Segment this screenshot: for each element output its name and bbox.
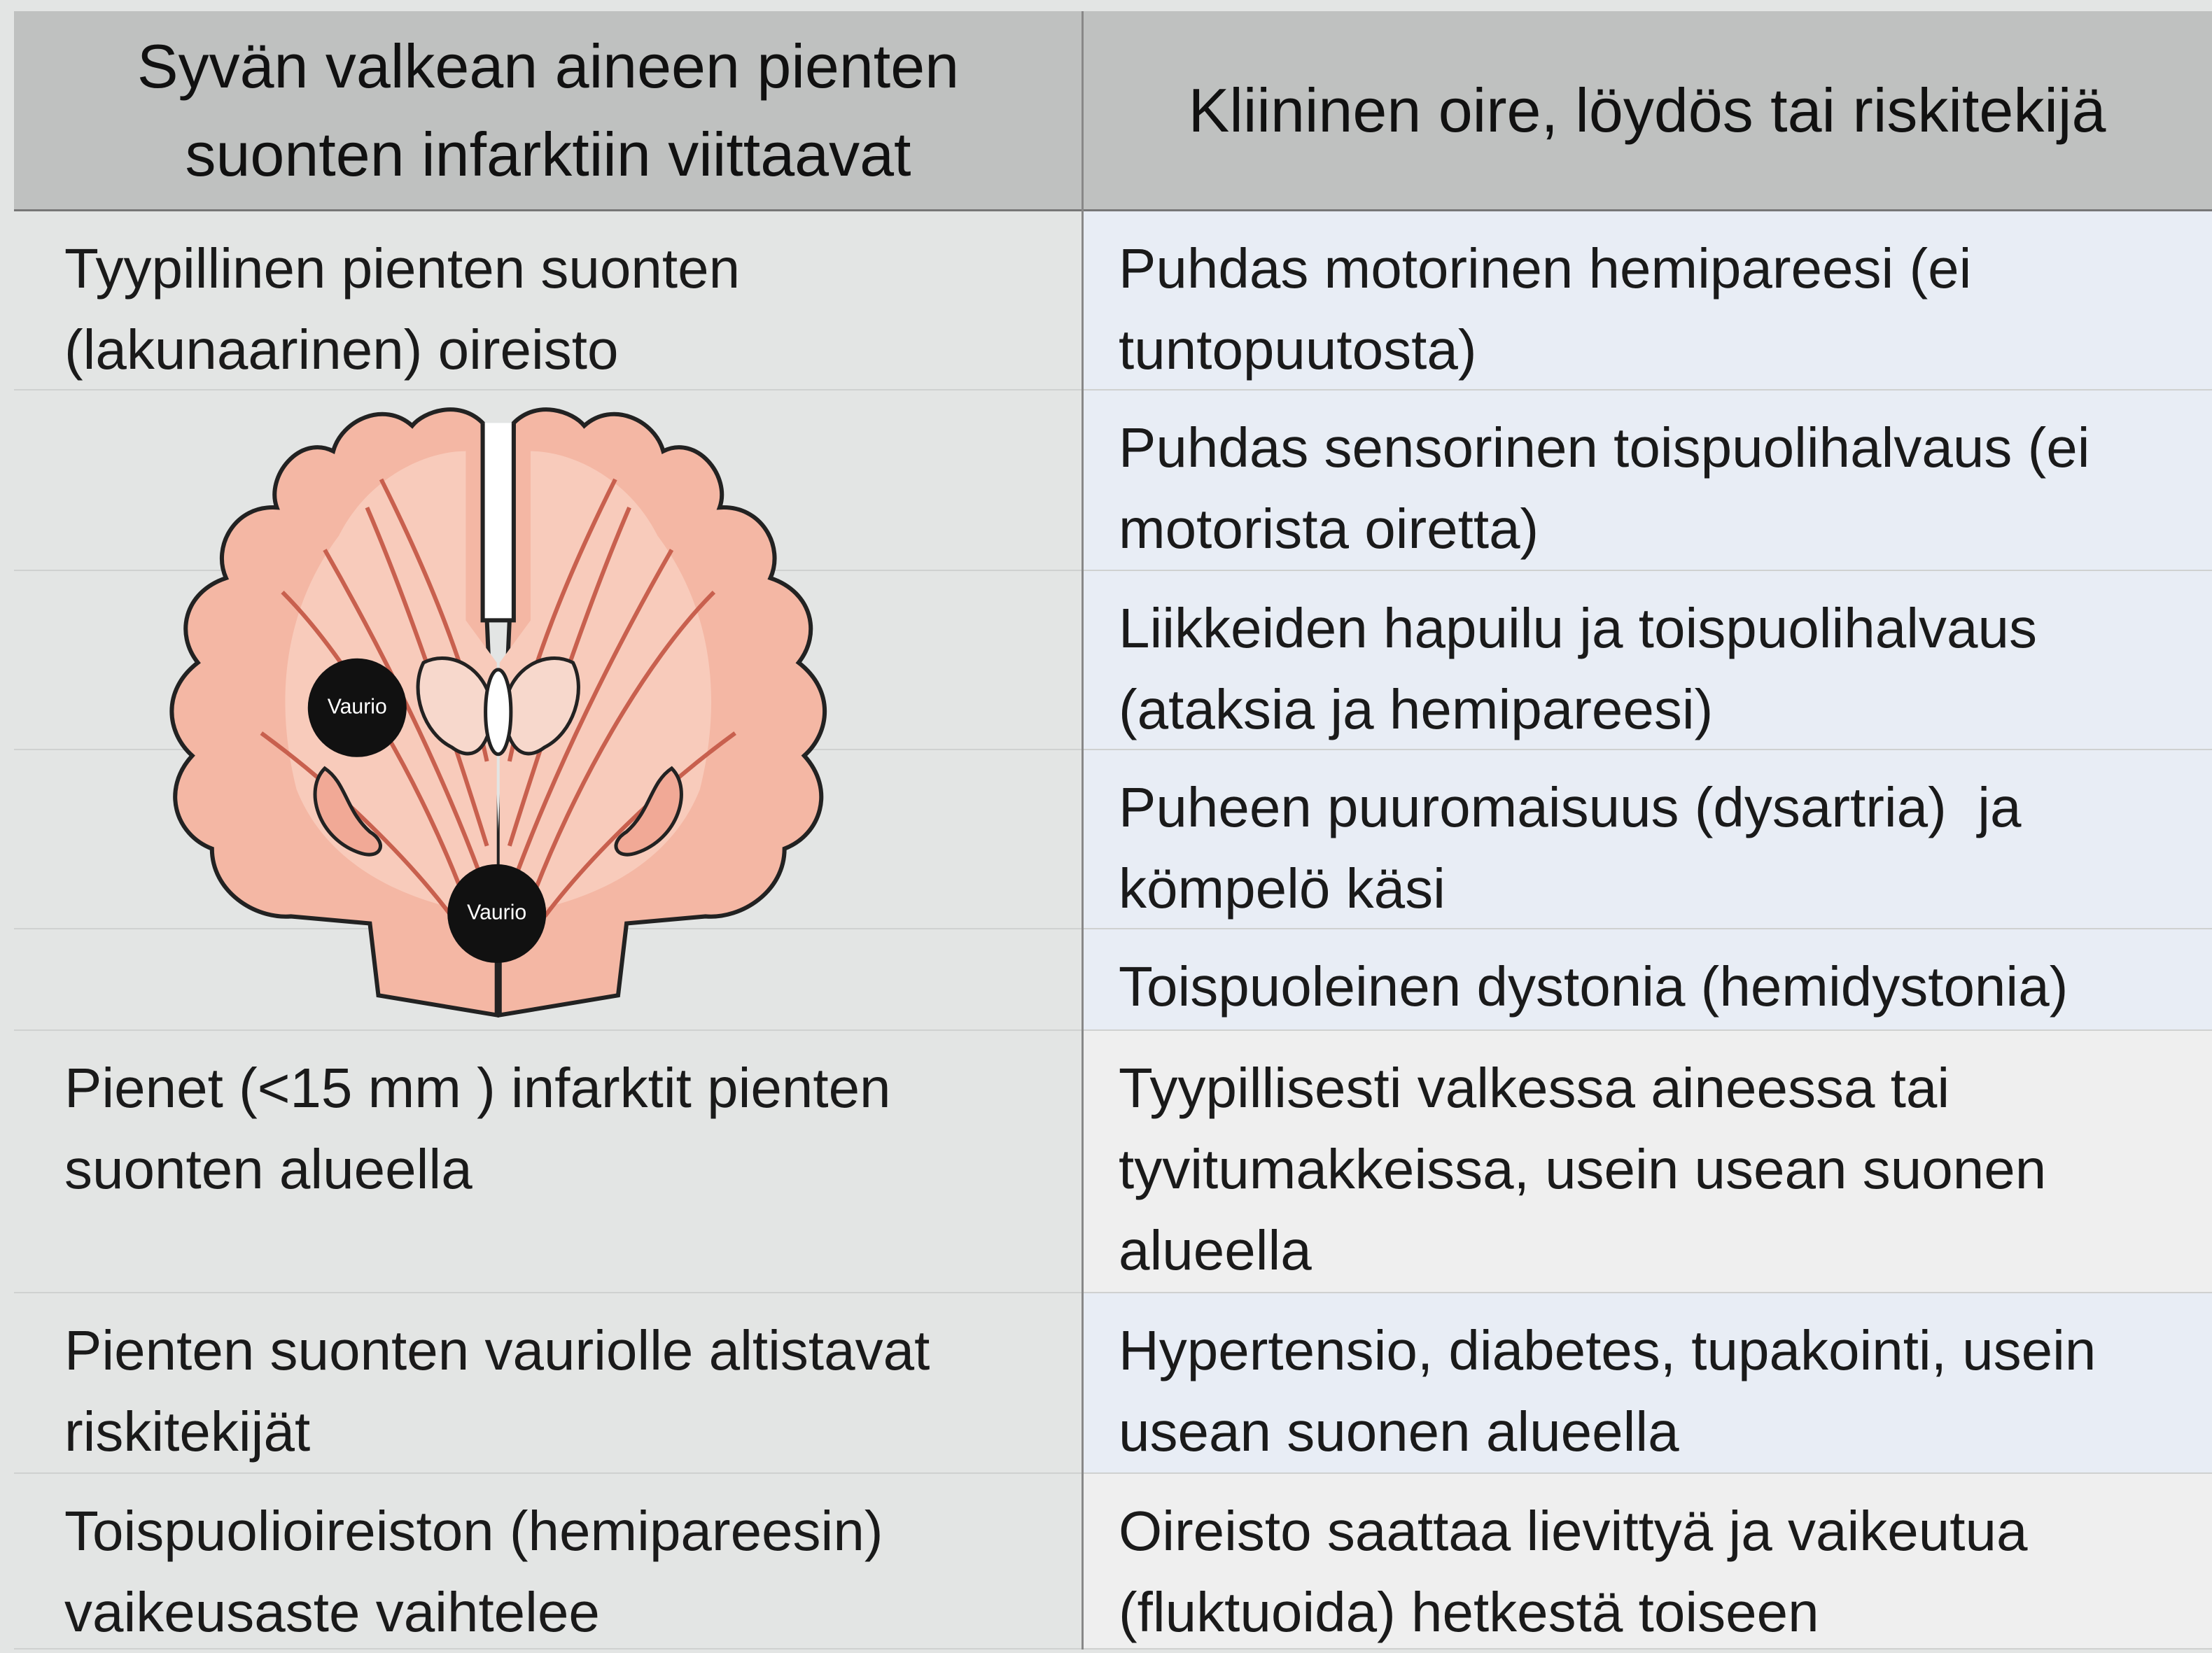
row-label: Toispuolioireiston (hemipareesin) vaikeu… bbox=[14, 1474, 1082, 1650]
lesion-label: Vaurio bbox=[328, 695, 387, 718]
row-description: Toispuoleinen dystonia (hemidystonia) bbox=[1082, 929, 2212, 1031]
row-description: Oireisto saattaa lievittyä ja vaikeutua … bbox=[1082, 1474, 2212, 1650]
row-description: Tyypillisesti valkessa aineessa tai tyvi… bbox=[1082, 1031, 2212, 1293]
row-label: Tyypillinen pienten suonten (lakunaarine… bbox=[14, 211, 1082, 391]
lesion-marker bbox=[447, 864, 547, 963]
row-description: Puheen puuromaisuus (dysartria) ja kömpe… bbox=[1082, 750, 2212, 929]
column-divider bbox=[1082, 11, 1084, 1650]
row-label: Pienet (<15 mm ) infarktit pienten suont… bbox=[14, 1031, 1082, 1293]
row-description: Hypertensio, diabetes, tupakointi, usein… bbox=[1082, 1293, 2212, 1474]
lesion-marker bbox=[307, 658, 407, 757]
row-description: Puhdas sensorinen toispuolihalvaus (ei m… bbox=[1082, 391, 2212, 571]
row-description: Puhdas motorinen hemipareesi (ei tuntopu… bbox=[1082, 211, 2212, 391]
header-cell: Kliininen oire, löydös tai riskitekijä bbox=[1082, 11, 2212, 211]
lesion-label: Vaurio bbox=[467, 901, 526, 924]
header-cell: Syvän valkean aineen pienten suonten inf… bbox=[14, 11, 1082, 211]
row-label: Pienten suonten vauriolle altistavat ris… bbox=[14, 1293, 1082, 1474]
row-description: Liikkeiden hapuilu ja toispuolihalvaus (… bbox=[1082, 571, 2212, 750]
